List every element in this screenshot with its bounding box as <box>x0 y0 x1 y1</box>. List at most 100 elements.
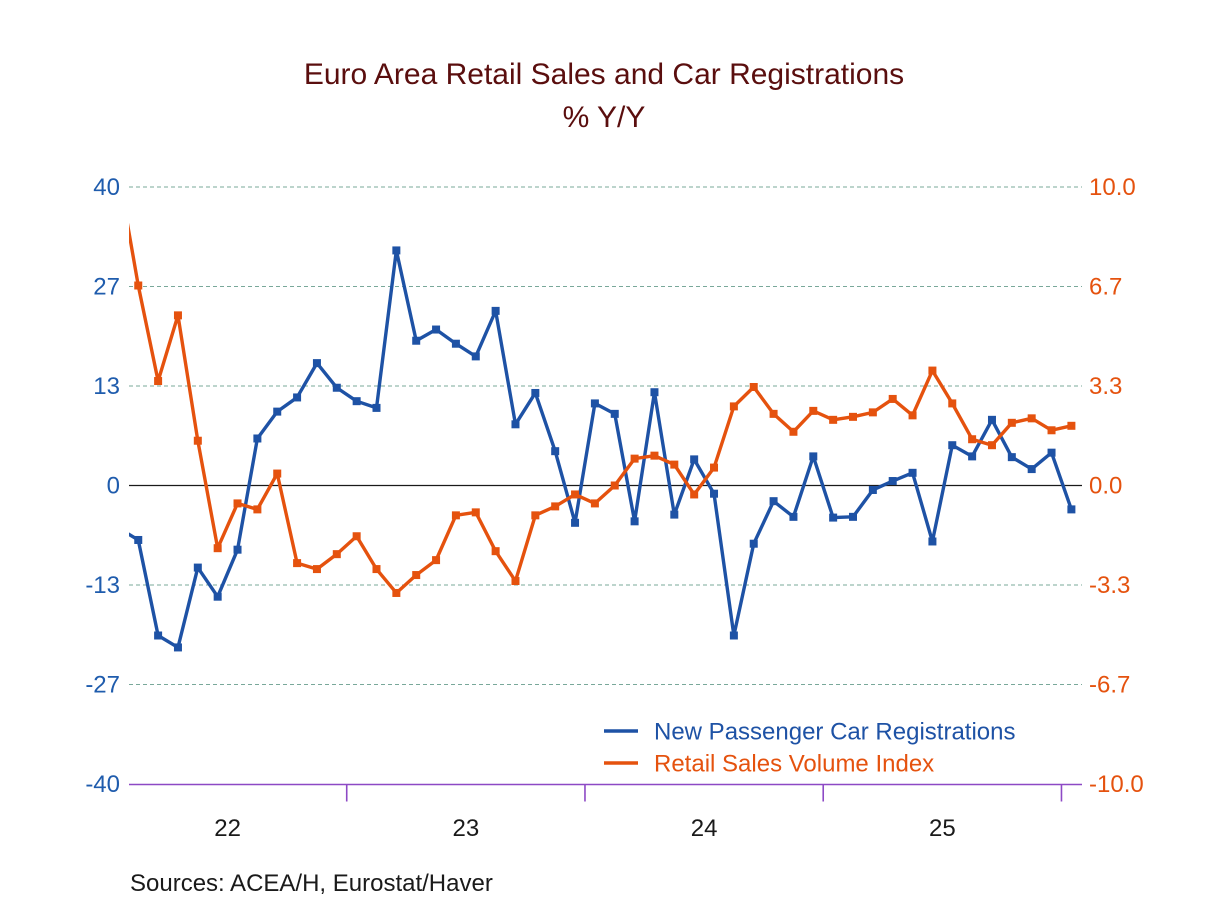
data-point-marker <box>332 550 341 559</box>
right-axis-label: 6.7 <box>1089 273 1122 300</box>
data-point-marker <box>690 490 699 499</box>
data-point-marker <box>769 409 778 418</box>
data-point-marker <box>352 397 361 406</box>
series-line-new-passenger-car-registrations <box>129 248 1074 650</box>
data-point-marker <box>312 359 321 368</box>
left-axis-label: 0 <box>107 473 120 500</box>
data-point-marker <box>769 497 778 506</box>
right-axis-label: 10.0 <box>1089 174 1136 201</box>
data-point-marker <box>352 532 361 541</box>
data-point-marker <box>630 517 639 526</box>
data-point-marker <box>868 485 877 494</box>
x-axis-year-label: 24 <box>691 815 718 842</box>
data-point-marker <box>173 643 182 652</box>
data-point-marker <box>710 489 719 498</box>
data-point-marker <box>829 415 838 424</box>
data-point-marker <box>1027 465 1036 474</box>
data-point-marker <box>392 588 401 597</box>
data-point-marker <box>432 556 441 565</box>
data-point-marker <box>312 565 321 574</box>
data-point-marker <box>332 383 341 392</box>
right-axis-label: 0.0 <box>1089 473 1122 500</box>
data-point-marker <box>154 377 163 386</box>
legend-label: Retail Sales Volume Index <box>654 751 934 778</box>
data-point-marker <box>412 571 421 580</box>
data-point-marker <box>372 565 381 574</box>
data-point-marker <box>293 559 302 568</box>
data-point-marker <box>829 513 838 522</box>
right-axis-label: -10.0 <box>1089 771 1144 798</box>
data-point-marker <box>650 451 659 460</box>
data-point-marker <box>1007 418 1016 427</box>
data-point-marker <box>531 388 540 397</box>
chart-subtitle: % Y/Y <box>563 101 646 134</box>
data-point-marker <box>213 544 222 553</box>
series-lines <box>129 222 1076 652</box>
data-point-marker <box>491 547 500 556</box>
data-point-marker <box>154 631 163 640</box>
axis-tick-labels: 22 23 24 25 40 27 13 0 -13 -27 -40 10.0 6.7 3.3 0.0 -3.… <box>85 174 1143 842</box>
data-point-marker <box>670 510 679 519</box>
data-point-marker <box>253 434 262 443</box>
x-axis-year-label: 25 <box>929 815 956 842</box>
data-point-marker <box>749 382 758 391</box>
data-point-marker <box>471 352 480 361</box>
x-axis <box>129 783 1082 802</box>
data-point-marker <box>213 592 222 601</box>
data-point-marker <box>987 415 996 424</box>
legend-label: New Passenger Car Registrations <box>654 719 1016 746</box>
data-point-marker <box>571 518 580 527</box>
data-point-marker <box>233 499 242 508</box>
data-point-marker <box>451 339 460 348</box>
data-point-marker <box>848 412 857 421</box>
data-point-marker <box>908 468 917 477</box>
data-point-marker <box>630 454 639 463</box>
left-axis-label: -40 <box>85 771 120 798</box>
data-point-marker <box>690 455 699 464</box>
x-axis-year-label: 22 <box>214 815 241 842</box>
data-point-marker <box>868 408 877 417</box>
data-point-marker <box>908 411 917 420</box>
data-point-marker <box>134 281 143 290</box>
data-point-marker <box>1047 448 1056 457</box>
data-point-marker <box>511 577 520 586</box>
data-point-marker <box>193 436 202 445</box>
data-point-marker <box>134 535 143 544</box>
data-point-marker <box>610 481 619 490</box>
data-point-marker <box>789 512 798 521</box>
data-point-marker <box>1067 505 1076 514</box>
data-point-marker <box>590 499 599 508</box>
data-point-marker <box>968 435 977 444</box>
data-point-marker <box>650 388 659 397</box>
data-point-marker <box>729 631 738 640</box>
data-point-marker <box>1007 453 1016 462</box>
data-point-marker <box>1027 414 1036 423</box>
data-point-marker <box>253 505 262 514</box>
data-point-marker <box>173 311 182 320</box>
data-point-marker <box>571 490 580 499</box>
chart-title: Euro Area Retail Sales and Car Registrat… <box>304 58 904 91</box>
data-point-marker <box>273 469 282 478</box>
data-point-marker <box>729 402 738 411</box>
data-point-marker <box>928 537 937 546</box>
data-point-marker <box>193 563 202 572</box>
gridlines <box>129 186 1082 686</box>
data-point-marker <box>968 452 977 461</box>
right-axis-label: -6.7 <box>1089 672 1130 699</box>
data-point-marker <box>551 502 560 511</box>
left-axis-label: 40 <box>93 174 120 201</box>
data-point-marker <box>491 306 500 315</box>
data-point-marker <box>412 336 421 345</box>
left-axis-label: -27 <box>85 672 120 699</box>
data-point-marker <box>471 508 480 517</box>
data-point-marker <box>948 441 957 450</box>
data-point-marker <box>372 403 381 412</box>
data-point-marker <box>392 246 401 255</box>
right-axis-label: 3.3 <box>1089 373 1122 400</box>
data-point-marker <box>293 393 302 402</box>
sources-note: Sources: ACEA/H, Eurostat/Haver <box>130 870 493 897</box>
data-point-marker <box>749 539 758 548</box>
data-point-marker <box>273 407 282 416</box>
